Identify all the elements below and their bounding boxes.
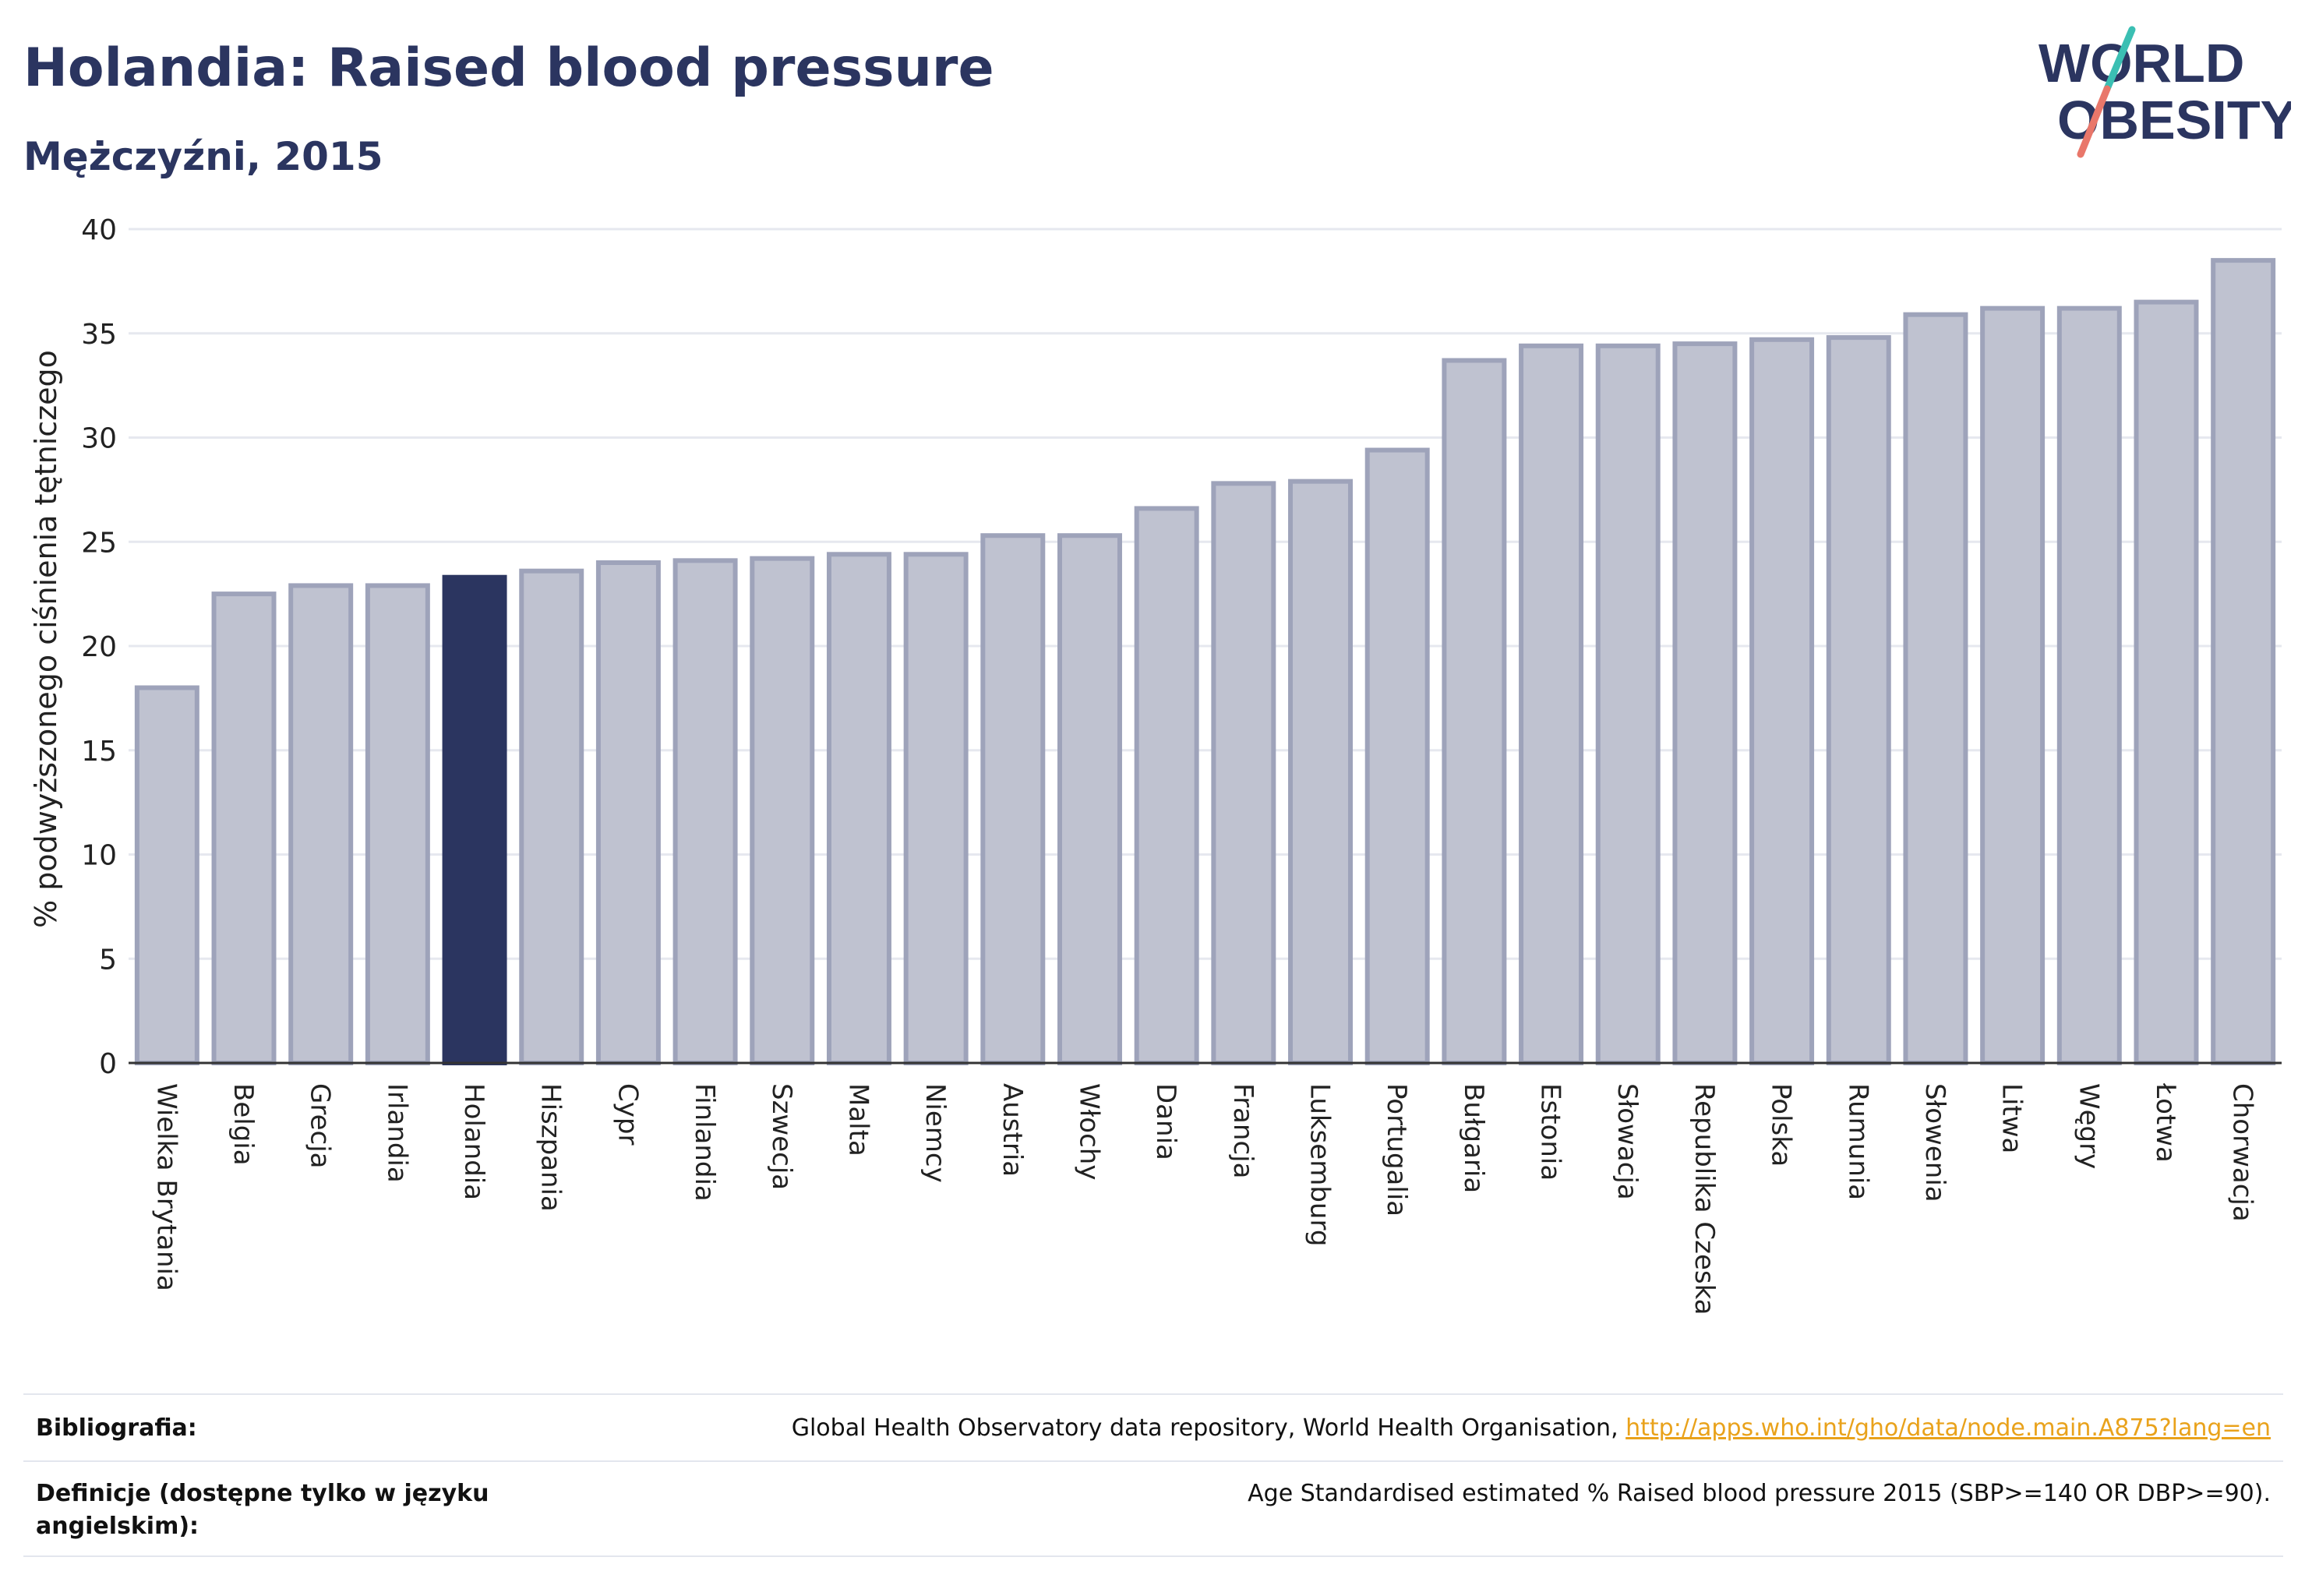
y-tick-labels: 0 5 10 15 20 25 30 35 40: [81, 214, 117, 1080]
y-tick-label: 0: [99, 1048, 117, 1080]
x-tick-label: Bułgaria: [1458, 1083, 1489, 1193]
x-tick-label: Cypr: [612, 1083, 643, 1145]
x-tick-label: Węgry: [2073, 1083, 2104, 1169]
x-tick-label: Luksemburg: [1304, 1083, 1336, 1246]
bar-irlandia: [365, 583, 430, 1065]
bar-bułgaria: [1442, 358, 1507, 1065]
bar-malta: [826, 552, 891, 1065]
x-tick-labels: Wielka Brytania Belgia Grecja Irlandia Holan…: [150, 1082, 2257, 1315]
logo-slash-teal: [2103, 26, 2136, 93]
x-tick-label: Malta: [842, 1083, 874, 1156]
page-title: Holandia: Raised blood pressure: [23, 37, 994, 99]
bar-włochy: [1057, 533, 1122, 1065]
logo-slash-coral: [2077, 85, 2111, 158]
x-tick-label: Estonia: [1535, 1083, 1566, 1181]
x-tick-label: Dania: [1150, 1083, 1181, 1160]
x-tick-label: Chorwacja: [2227, 1083, 2258, 1222]
y-tick-label: 5: [99, 944, 117, 976]
y-tick-label: 35: [81, 319, 117, 351]
bar-austria: [980, 533, 1046, 1065]
bibliography-value: Global Health Observatory data repositor…: [792, 1412, 2271, 1445]
logo-line1: WORLD: [2038, 33, 2244, 94]
definition-value: Age Standardised estimated % Raised bloo…: [1248, 1480, 2271, 1507]
page-subtitle: Mężczyźni, 2015: [23, 134, 383, 179]
bar-estonia: [1519, 343, 1584, 1065]
x-tick-label: Austria: [997, 1083, 1028, 1177]
bibliography-link[interactable]: http://apps.who.int/gho/data/node.main.A…: [1626, 1414, 2271, 1442]
x-tick-label: Szwecja: [766, 1083, 797, 1190]
x-tick-label: Wielka Brytania: [150, 1083, 182, 1291]
world-obesity-logo: WORLD OBESITY: [2038, 26, 2291, 158]
x-tick-label: Słowacja: [1611, 1083, 1643, 1200]
bar-francja: [1211, 481, 1276, 1065]
bar-portugalia: [1364, 447, 1430, 1065]
x-tick-label: Słowenia: [1919, 1083, 1950, 1202]
bar-litwa: [1980, 305, 2046, 1065]
footer-divider-bottom: [23, 1555, 2283, 1557]
bar-niemcy: [903, 552, 969, 1065]
bar-belgia: [211, 591, 277, 1065]
bar-słowenia: [1903, 312, 1968, 1065]
y-axis-label: % podwyższonego ciśnienia tętniczego: [29, 350, 63, 928]
y-tick-label: 25: [81, 527, 117, 559]
bar-cypr: [595, 560, 661, 1065]
bar-węgry: [2056, 305, 2122, 1065]
bars: [134, 258, 2276, 1066]
bar-szwecja: [750, 556, 815, 1065]
x-tick-label: Grecja: [305, 1083, 336, 1168]
bar-polska: [1749, 337, 1815, 1065]
x-tick-label: Finlandia: [689, 1083, 720, 1202]
x-tick-label: Łotwa: [2150, 1082, 2181, 1163]
y-tick-label: 10: [81, 840, 117, 872]
bar-dania: [1134, 506, 1199, 1065]
x-tick-label: Republika Czeska: [1689, 1083, 1720, 1315]
x-tick-label: Hiszpania: [535, 1083, 567, 1212]
footer-divider-middle: [23, 1460, 2283, 1462]
x-tick-label: Portugalia: [1381, 1083, 1412, 1216]
y-tick-label: 30: [81, 423, 117, 455]
bar-chart: 0 5 10 15 20 25 30 35 40 Wielka Brytania Belgia Gr…: [29, 214, 2282, 1315]
bar-republika-czeska: [1672, 341, 1738, 1065]
x-tick-label: Rumunia: [1842, 1083, 1873, 1200]
bibliography-text: Global Health Observatory data repositor…: [791, 1414, 1626, 1442]
x-tick-label: Włochy: [1073, 1083, 1104, 1180]
x-tick-label: Holandia: [458, 1083, 489, 1200]
footer-divider-top: [23, 1393, 2283, 1395]
x-tick-label: Polska: [1766, 1083, 1797, 1167]
bar-wielka-brytania: [134, 685, 199, 1065]
bar-luksemburg: [1288, 478, 1354, 1065]
bar-chorwacja: [2211, 258, 2276, 1065]
y-tick-label: 15: [81, 736, 117, 768]
y-tick-label: 20: [81, 631, 117, 663]
bar-rumunia: [1826, 335, 1891, 1066]
bar-słowacja: [1595, 343, 1661, 1065]
x-tick-label: Irlandia: [381, 1083, 412, 1183]
bar-finlandia: [672, 558, 738, 1065]
bibliography-label: Bibliografia:: [36, 1414, 197, 1442]
bar-hiszpania: [519, 568, 584, 1065]
x-tick-label: Litwa: [1996, 1083, 2028, 1153]
definition-label: Definicje (dostępne tylko w języku angie…: [36, 1480, 489, 1540]
bar-holandia: [442, 574, 507, 1065]
bar-grecja: [288, 583, 354, 1065]
x-tick-label: Belgia: [228, 1083, 259, 1166]
bar-łotwa: [2134, 299, 2199, 1065]
x-tick-label: Niemcy: [920, 1083, 951, 1183]
x-tick-label: Francja: [1227, 1083, 1258, 1178]
y-tick-label: 40: [81, 214, 117, 246]
